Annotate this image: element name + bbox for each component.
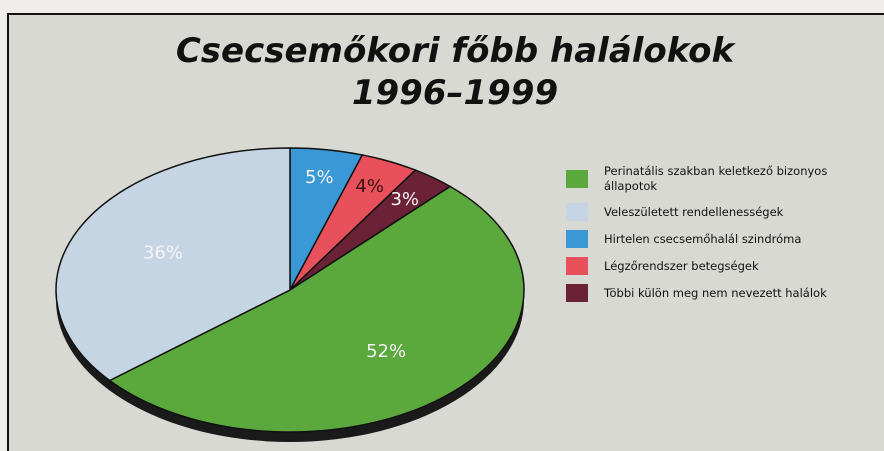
legend-swatch (566, 230, 588, 248)
pie: 5% 4% 3% 52% 36% (55, 147, 525, 442)
legend-item: Többi külön meg nem nevezett halálok (566, 284, 884, 302)
legend-item: Veleszületett rendellenességek (566, 203, 884, 221)
legend-swatch (566, 203, 588, 221)
legend-label: Légzőrendszer betegségek (604, 258, 759, 273)
value-label: 3% (390, 189, 419, 210)
chart-subtitle: 1996–1999 (352, 73, 558, 113)
legend-swatch (566, 257, 588, 275)
legend-item: Hirtelen csecsemőhalál szindróma (566, 230, 884, 248)
legend-swatch (566, 170, 588, 188)
legend-swatch (566, 284, 588, 302)
legend-label: Perinatális szakban keletkező bizonyos á… (604, 164, 828, 193)
value-label: 4% (355, 176, 384, 197)
value-label: 36% (143, 243, 183, 264)
legend-item: Légzőrendszer betegségek (566, 257, 884, 275)
pie-slice (55, 147, 291, 382)
legend-item: Perinatális szakban keletkező bizonyos á… (566, 164, 884, 194)
legend-label: Hirtelen csecsemőhalál szindróma (604, 231, 802, 246)
legend-label: Többi külön meg nem nevezett halálok (604, 285, 827, 300)
pie-slice (108, 185, 525, 433)
legend-label: Veleszületett rendellenességek (604, 204, 784, 219)
value-label: 52% (366, 341, 406, 362)
chart-title: Csecsemőkori főbb halálokok (176, 31, 737, 71)
legend: Perinatális szakban keletkező bizonyos á… (566, 164, 884, 311)
value-label: 5% (305, 167, 334, 188)
